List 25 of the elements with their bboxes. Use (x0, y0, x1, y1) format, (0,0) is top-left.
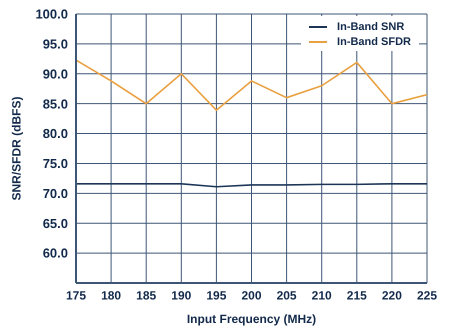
x-tick-label: 205 (276, 288, 297, 303)
y-tick-label: 80.0 (42, 126, 68, 142)
x-tick-label: 175 (66, 288, 86, 303)
line-series (76, 59, 427, 112)
y-tick-label: 100.0 (35, 6, 68, 22)
y-tick-label: 70.0 (42, 186, 68, 201)
legend-label: In-Band SNR (337, 20, 404, 32)
x-tick-label: 200 (241, 288, 262, 303)
x-tick-label: 180 (101, 288, 122, 303)
y-tick-label: 95.0 (42, 36, 68, 52)
y-tick-label: 85.0 (42, 96, 68, 112)
x-tick-label: 220 (382, 288, 402, 303)
y-tick-label: 75.0 (42, 156, 68, 172)
x-tick-label: 215 (346, 288, 368, 303)
legend-label: In-Band SFDR (337, 36, 411, 48)
y-axis-title: SNR/SFDR (dBFS) (9, 96, 24, 200)
x-tick-label: 190 (171, 288, 192, 303)
y-tick-label: 90.0 (42, 66, 68, 82)
y-tick-label: 60.0 (42, 246, 68, 261)
x-tick-label: 185 (136, 288, 157, 303)
y-tick-label: 65.0 (42, 216, 68, 231)
x-axis-title: Input Frequency (MHz) (186, 312, 316, 326)
x-tick-label: 210 (312, 288, 332, 303)
x-tick-label: 195 (206, 288, 227, 303)
x-tick-label: 225 (416, 288, 438, 303)
